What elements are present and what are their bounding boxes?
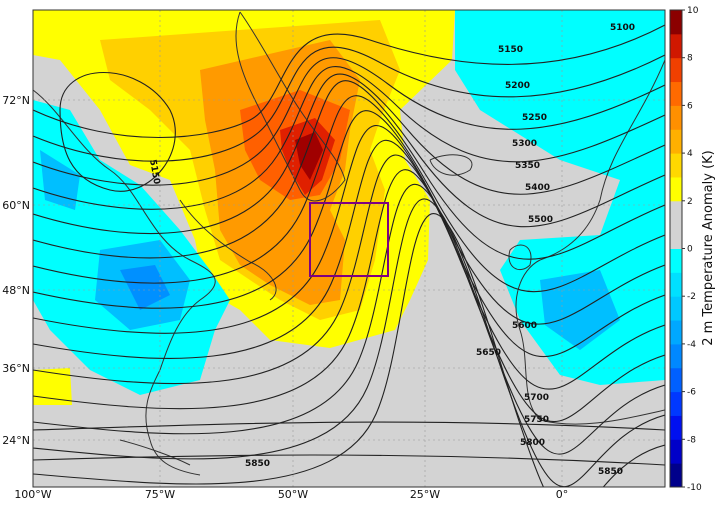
lon-label: 25°W — [410, 488, 440, 501]
colorbar-band — [670, 296, 682, 321]
colorbar-band — [670, 320, 682, 345]
contour-label: 5750 — [524, 415, 549, 425]
colorbar-tick-label: -8 — [687, 435, 696, 445]
contour-line — [33, 46, 665, 162]
contour-line — [33, 73, 665, 235]
colorbar-band — [670, 57, 682, 83]
contour-label: 5150 — [147, 159, 161, 185]
lat-labels: 72°N 60°N 48°N 36°N 24°N — [2, 94, 30, 447]
graticule — [33, 10, 665, 487]
contour-line — [59, 71, 176, 192]
colorbar-band — [670, 463, 682, 488]
colorbar-band — [670, 248, 682, 273]
contour-line — [33, 198, 665, 487]
contour-line — [33, 421, 665, 431]
colorbar-band — [670, 81, 682, 106]
contour-label: 5850 — [245, 459, 270, 469]
contour-line — [33, 66, 665, 210]
lat-label: 24°N — [2, 434, 30, 447]
colorbar-band — [670, 367, 682, 393]
lat-label: 72°N — [2, 94, 30, 107]
contour-label: 5400 — [525, 183, 550, 193]
contour-line — [33, 169, 665, 423]
colorbar-tick-label: -2 — [687, 292, 696, 302]
contour-label: 5700 — [524, 393, 549, 403]
colorbar-tick-label: 2 — [687, 197, 693, 207]
anomaly-deepblue — [120, 265, 170, 310]
map-area — [33, 10, 665, 487]
contour-label: 5150 — [498, 45, 523, 55]
region-box — [309, 202, 389, 277]
contour-label: 5300 — [512, 139, 537, 149]
colorbar-band — [670, 10, 682, 35]
colorbar-tick-label: 8 — [687, 54, 693, 64]
contour-line — [33, 24, 665, 139]
colorbar-band — [670, 439, 682, 464]
lat-label: 48°N — [2, 284, 30, 297]
colorbar-band — [670, 153, 682, 178]
contour-label: 5600 — [512, 321, 537, 331]
contour-line — [33, 154, 665, 390]
colorbar-band — [670, 391, 682, 416]
contour-line — [33, 139, 665, 359]
contour-label: 5350 — [515, 161, 540, 171]
contour-line — [33, 57, 665, 186]
contour-label: 5250 — [522, 113, 547, 123]
map-frame — [32, 9, 666, 488]
contour-line — [33, 110, 665, 309]
lon-label: 100°W — [14, 488, 51, 501]
colorbar-tick-label: -6 — [687, 388, 696, 398]
colorbar-band — [670, 415, 682, 440]
colorbar-band — [670, 33, 682, 59]
contour-label: 5850 — [598, 467, 623, 477]
lon-label: 50°W — [278, 488, 308, 501]
lon-labels: 100°W 75°W 50°W 25°W 0° — [14, 488, 568, 501]
colorbar-band — [670, 105, 682, 130]
height-contours — [33, 24, 665, 487]
colorbar: -10 -8 -6 -4 -2 0 2 4 6 8 10 — [669, 6, 702, 493]
colorbar-band — [670, 176, 682, 202]
colorbar-tick-label: 6 — [687, 101, 693, 111]
contour-line — [33, 184, 665, 455]
colorbar-band — [670, 200, 682, 226]
colorbar-tick-label: -10 — [687, 483, 702, 493]
contour-label: 5200 — [505, 81, 530, 91]
lat-label: 60°N — [2, 199, 30, 212]
contour-line — [33, 454, 665, 466]
lon-label: 75°W — [145, 488, 175, 501]
lat-label: 36°N — [2, 362, 30, 375]
contour-line — [33, 213, 665, 487]
anomaly-blue — [40, 150, 620, 350]
colorbar-band — [670, 224, 682, 249]
anomaly-darkred — [295, 132, 323, 180]
colorbar-label: 2 m Temperature Anomaly (K) — [701, 150, 716, 346]
colorbar-tick-label: 4 — [687, 149, 693, 159]
colorbar-band — [670, 343, 682, 369]
colorbar-tick-label: 10 — [687, 6, 699, 16]
colorbar-band — [670, 272, 682, 297]
colorbar-band — [670, 129, 682, 154]
contour-label: 5650 — [476, 348, 501, 358]
contour-line — [33, 95, 665, 284]
colorbar-tick-label: 0 — [687, 245, 693, 255]
contour-line — [33, 125, 665, 334]
contour-labels: 5100 5150 5200 5250 5300 5350 5400 5500 … — [147, 23, 635, 477]
contour-label: 5800 — [520, 438, 545, 448]
colorbar-tick-label: -4 — [687, 340, 696, 350]
lon-label: 0° — [556, 488, 569, 501]
anomaly-yellow-south — [33, 368, 72, 405]
contour-line — [33, 80, 665, 259]
contour-label: 5500 — [528, 215, 553, 225]
contour-label: 5100 — [610, 23, 635, 33]
